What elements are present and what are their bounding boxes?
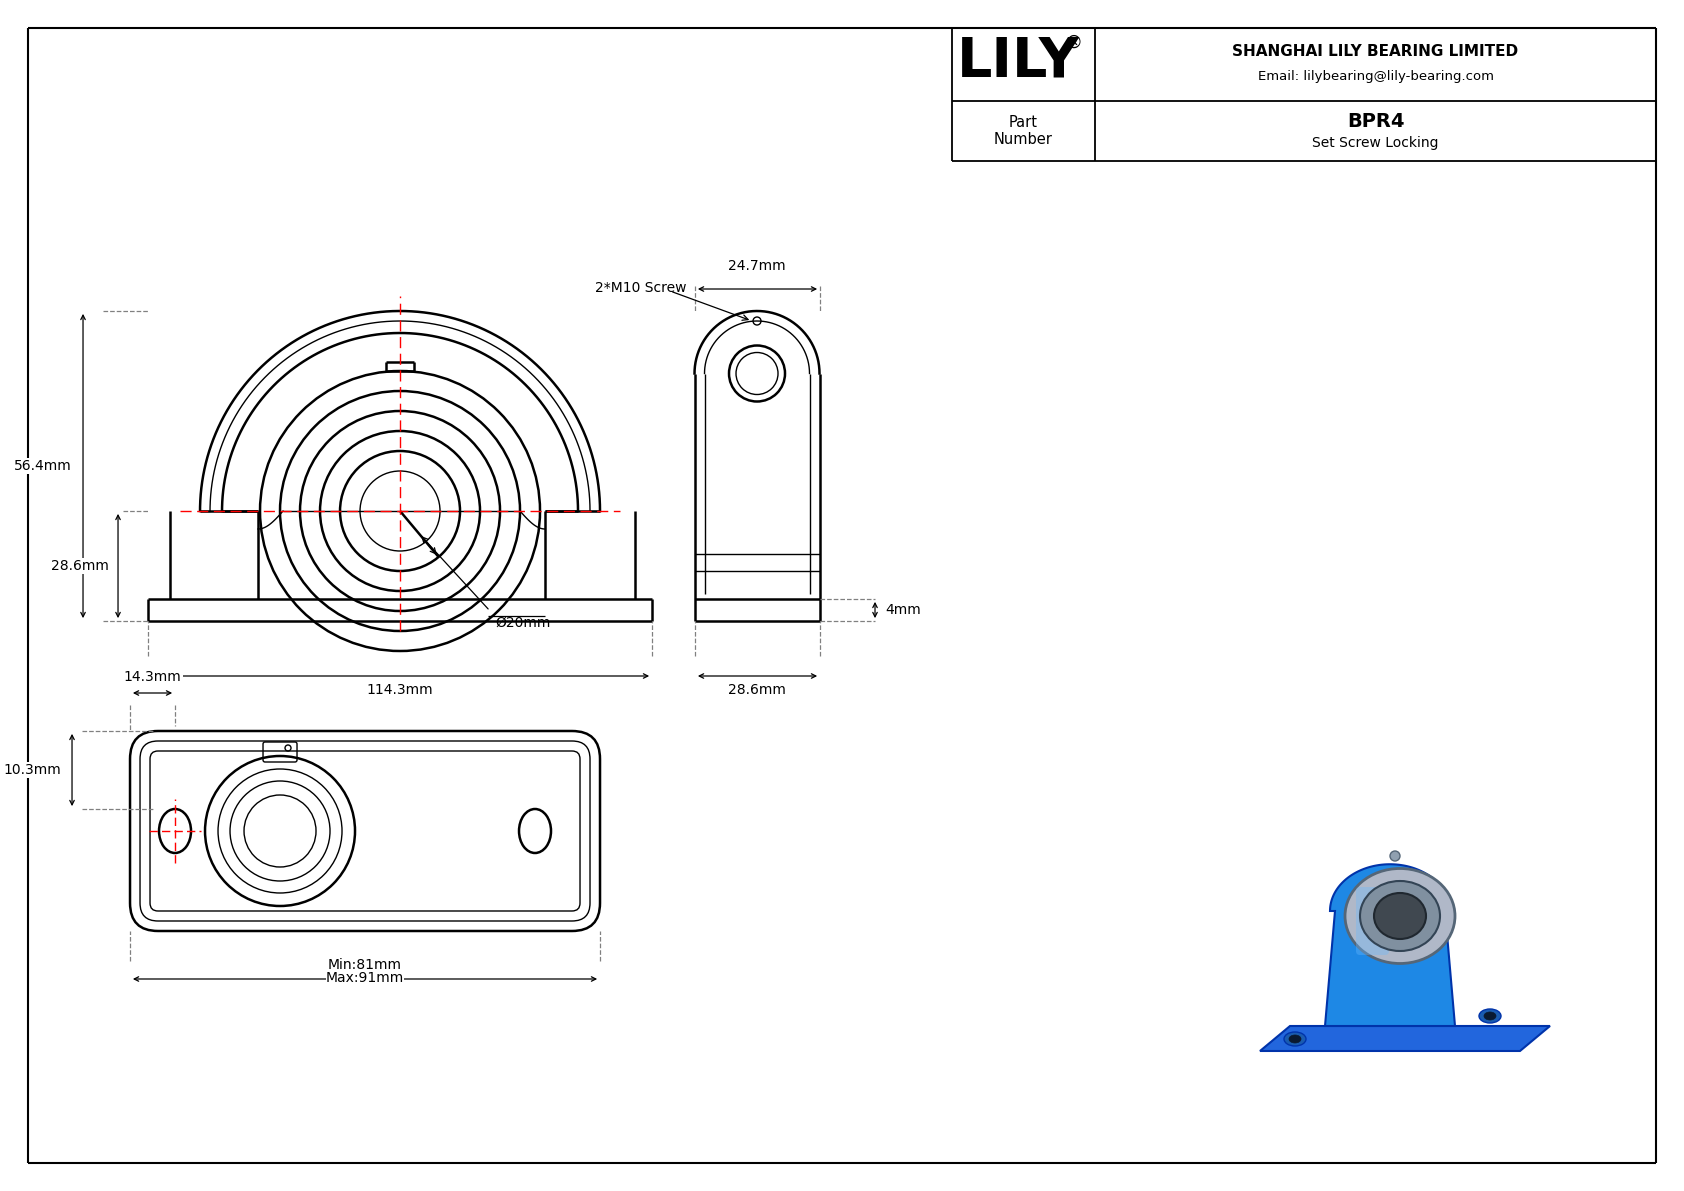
Text: LILY: LILY bbox=[957, 35, 1079, 88]
Text: Email: lilybearing@lily-bearing.com: Email: lilybearing@lily-bearing.com bbox=[1258, 70, 1494, 83]
FancyBboxPatch shape bbox=[1356, 887, 1389, 955]
Circle shape bbox=[1389, 852, 1399, 861]
Text: 56.4mm: 56.4mm bbox=[13, 459, 72, 473]
Text: ®: ® bbox=[1064, 33, 1083, 51]
Text: 4mm: 4mm bbox=[886, 603, 921, 617]
Polygon shape bbox=[1260, 1025, 1549, 1050]
Polygon shape bbox=[1325, 865, 1455, 1025]
Text: 24.7mm: 24.7mm bbox=[727, 258, 786, 273]
Ellipse shape bbox=[1484, 1012, 1495, 1019]
FancyBboxPatch shape bbox=[1356, 887, 1389, 955]
Ellipse shape bbox=[1479, 1009, 1500, 1023]
Text: Ø20mm: Ø20mm bbox=[495, 616, 551, 630]
Ellipse shape bbox=[1374, 893, 1426, 939]
Text: 10.3mm: 10.3mm bbox=[3, 763, 61, 777]
Text: 28.6mm: 28.6mm bbox=[727, 682, 786, 697]
Text: SHANGHAI LILY BEARING LIMITED: SHANGHAI LILY BEARING LIMITED bbox=[1233, 44, 1519, 60]
Text: 14.3mm: 14.3mm bbox=[123, 671, 182, 684]
Text: Set Screw Locking: Set Screw Locking bbox=[1312, 136, 1438, 150]
Text: 28.6mm: 28.6mm bbox=[51, 559, 109, 573]
Text: Part
Number: Part Number bbox=[994, 114, 1052, 148]
Ellipse shape bbox=[1346, 868, 1455, 964]
Text: 2*M10 Screw: 2*M10 Screw bbox=[594, 281, 687, 295]
Text: BPR4: BPR4 bbox=[1347, 112, 1404, 131]
Ellipse shape bbox=[1361, 881, 1440, 950]
Ellipse shape bbox=[1283, 1031, 1307, 1046]
Text: Max:91mm: Max:91mm bbox=[327, 971, 404, 985]
Ellipse shape bbox=[1288, 1035, 1302, 1043]
Text: 114.3mm: 114.3mm bbox=[367, 682, 433, 697]
Text: Min:81mm: Min:81mm bbox=[328, 958, 402, 972]
